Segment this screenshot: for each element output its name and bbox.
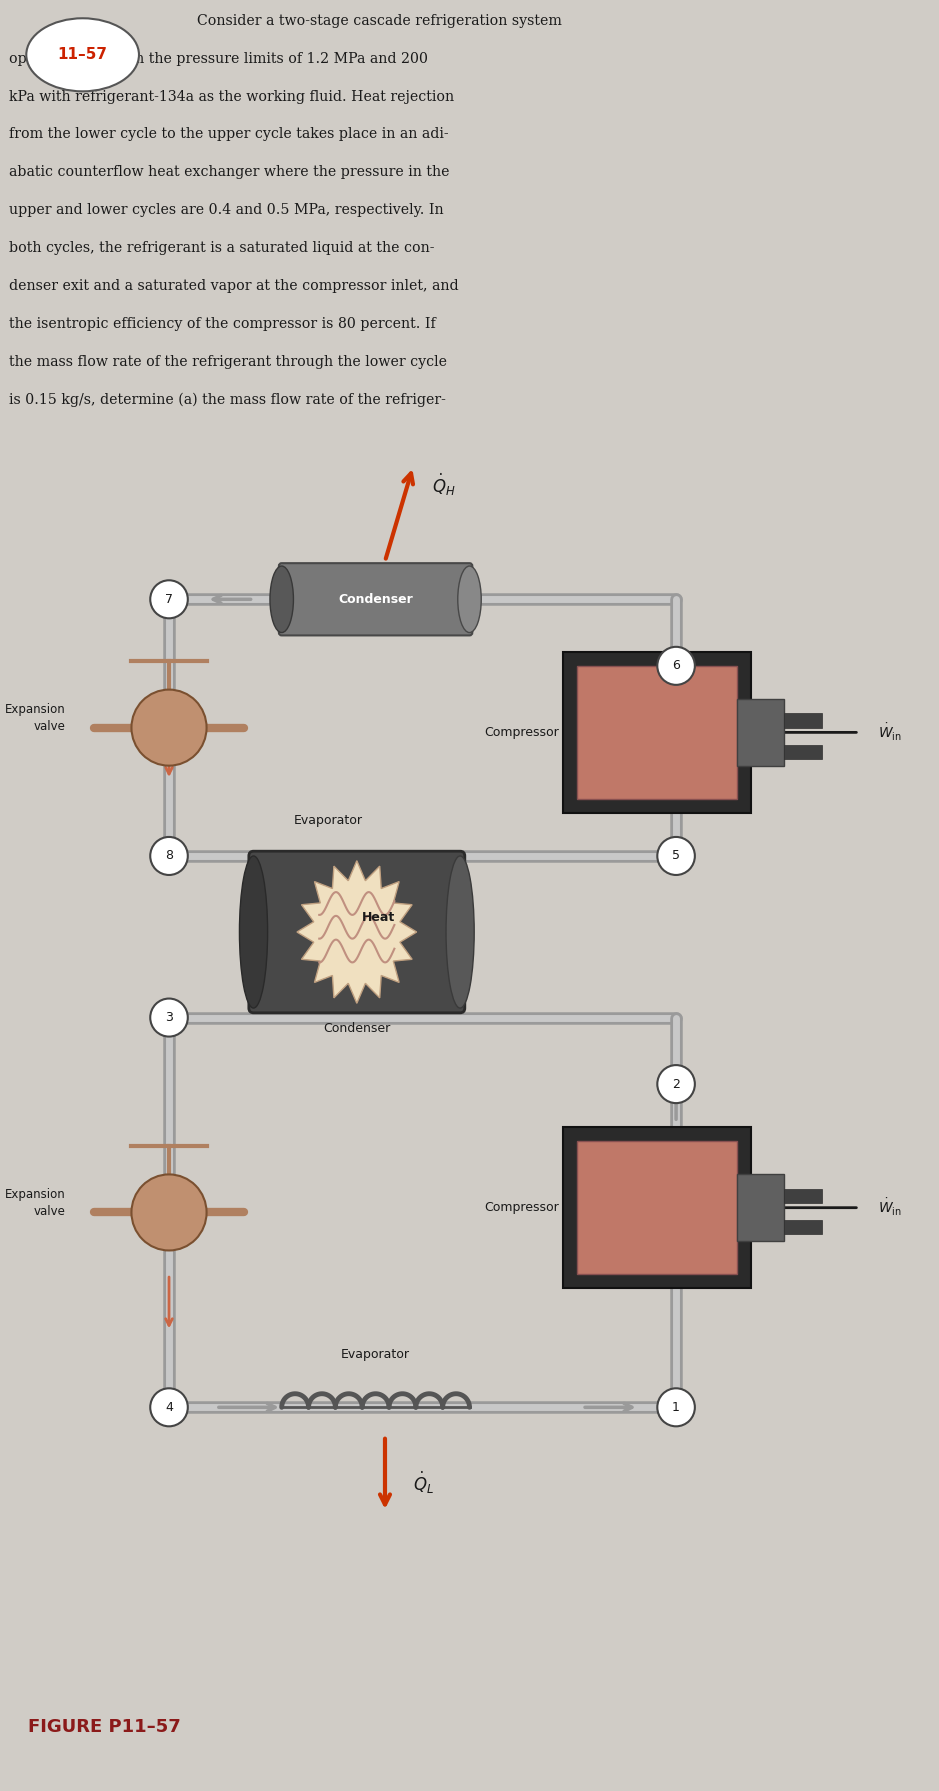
Bar <box>784 1189 822 1204</box>
Circle shape <box>150 1388 188 1426</box>
Text: 6: 6 <box>672 659 680 672</box>
Ellipse shape <box>446 856 474 1008</box>
Circle shape <box>657 1388 695 1426</box>
Text: Evaporator: Evaporator <box>294 815 363 827</box>
FancyBboxPatch shape <box>249 851 465 1012</box>
Text: Condenser: Condenser <box>323 1023 391 1035</box>
Bar <box>784 713 822 727</box>
Text: $\dot{Q}_L$: $\dot{Q}_L$ <box>413 1470 434 1497</box>
Text: Evaporator: Evaporator <box>341 1349 410 1361</box>
Text: 8: 8 <box>165 849 173 863</box>
Text: Consider a two-stage cascade refrigeration system: Consider a two-stage cascade refrigerati… <box>197 14 562 27</box>
Text: 5: 5 <box>672 849 680 863</box>
Circle shape <box>150 580 188 618</box>
Text: upper and lower cycles are 0.4 and 0.5 MPa, respectively. In: upper and lower cycles are 0.4 and 0.5 M… <box>9 202 444 217</box>
Text: Expansion
valve: Expansion valve <box>5 1187 66 1218</box>
Text: operating between the pressure limits of 1.2 MPa and 200: operating between the pressure limits of… <box>9 52 428 66</box>
Ellipse shape <box>270 566 294 632</box>
Bar <box>784 1220 822 1234</box>
Text: 11–57: 11–57 <box>57 47 108 63</box>
Bar <box>577 666 737 799</box>
Bar <box>563 652 751 813</box>
Text: Compressor: Compressor <box>484 725 559 740</box>
Text: both cycles, the refrigerant is a saturated liquid at the con-: both cycles, the refrigerant is a satura… <box>9 242 435 254</box>
Text: FIGURE P11–57: FIGURE P11–57 <box>28 1718 181 1735</box>
Circle shape <box>150 836 188 876</box>
Text: the mass flow rate of the refrigerant through the lower cycle: the mass flow rate of the refrigerant th… <box>9 355 447 369</box>
Text: Expansion
valve: Expansion valve <box>5 704 66 733</box>
Text: denser exit and a saturated vapor at the compressor inlet, and: denser exit and a saturated vapor at the… <box>9 279 459 294</box>
Ellipse shape <box>458 566 482 632</box>
Text: $\dot{W}_{\mathrm{in}}$: $\dot{W}_{\mathrm{in}}$ <box>878 722 901 743</box>
Circle shape <box>657 647 695 684</box>
Bar <box>563 1127 751 1288</box>
Text: kPa with refrigerant-134a as the working fluid. Heat rejection: kPa with refrigerant-134a as the working… <box>9 90 454 104</box>
Circle shape <box>150 999 188 1037</box>
Ellipse shape <box>26 18 139 91</box>
Ellipse shape <box>239 856 268 1008</box>
Text: $\dot{Q}_H$: $\dot{Q}_H$ <box>432 473 455 498</box>
Circle shape <box>657 836 695 876</box>
Circle shape <box>657 1066 695 1103</box>
Text: the isentropic efficiency of the compressor is 80 percent. If: the isentropic efficiency of the compres… <box>9 317 436 331</box>
Text: Condenser: Condenser <box>338 593 413 605</box>
Text: 3: 3 <box>165 1012 173 1024</box>
Text: from the lower cycle to the upper cycle takes place in an adi-: from the lower cycle to the upper cycle … <box>9 127 449 141</box>
Text: abatic counterflow heat exchanger where the pressure in the: abatic counterflow heat exchanger where … <box>9 165 450 179</box>
Bar <box>577 1141 737 1273</box>
Text: 2: 2 <box>672 1078 680 1091</box>
Text: Heat: Heat <box>362 912 394 924</box>
Text: $\dot{W}_{\mathrm{in}}$: $\dot{W}_{\mathrm{in}}$ <box>878 1196 901 1218</box>
Polygon shape <box>297 861 417 1003</box>
Circle shape <box>131 1175 207 1250</box>
Text: 7: 7 <box>165 593 173 605</box>
Text: is 0.15 kg/s, determine (a) the mass flow rate of the refriger-: is 0.15 kg/s, determine (a) the mass flo… <box>9 392 446 407</box>
Bar <box>737 1175 784 1241</box>
Bar <box>784 745 822 759</box>
Text: 4: 4 <box>165 1401 173 1413</box>
Circle shape <box>131 690 207 767</box>
Text: 1: 1 <box>672 1401 680 1413</box>
FancyBboxPatch shape <box>279 562 472 636</box>
Bar <box>737 698 784 767</box>
Text: Compressor: Compressor <box>484 1202 559 1214</box>
